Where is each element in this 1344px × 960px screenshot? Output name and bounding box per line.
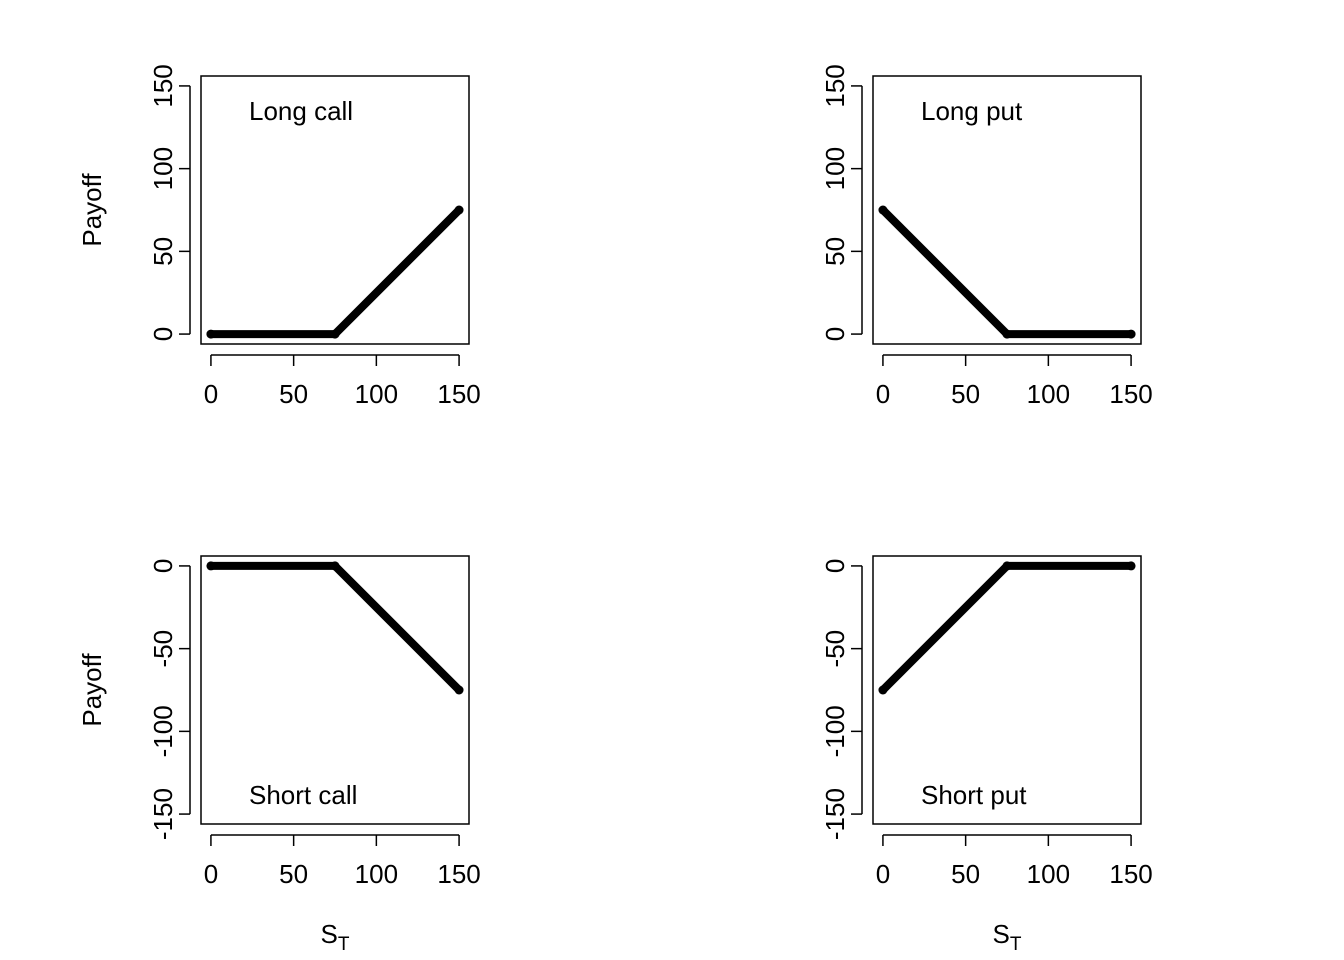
plot-frame xyxy=(872,75,1142,345)
x-tick-label: 0 xyxy=(204,379,218,409)
y-tick-label: 0 xyxy=(148,559,178,573)
plot-frame xyxy=(200,555,470,825)
payoff-point xyxy=(454,205,464,215)
payoff-point xyxy=(206,329,216,339)
x-tick-label: 50 xyxy=(951,859,980,889)
y-tick-label: 100 xyxy=(148,147,178,190)
x-tick-label: 100 xyxy=(1027,859,1070,889)
plot-frame xyxy=(872,555,1142,825)
x-tick-label: 50 xyxy=(951,379,980,409)
panel-2: 0 50 100 150 0 50 100 150 Long put xyxy=(820,64,1153,409)
payoff-point xyxy=(1126,329,1136,339)
payoff-series-line xyxy=(878,561,1136,694)
y-tick-label: -50 xyxy=(148,630,178,668)
x-tick-label: 50 xyxy=(279,379,308,409)
x-tick-label: 150 xyxy=(1109,379,1152,409)
payoff-point xyxy=(878,685,888,695)
panel-1: 0 50 100 150 0 50 100 150 Payoff Long call xyxy=(77,64,481,409)
payoff-series-line xyxy=(206,206,464,339)
x-tick-label: 150 xyxy=(437,379,480,409)
panel-4: 0 50 100 150 -150 -100 -50 0 ST Short put xyxy=(820,555,1153,955)
y-tick-label: 0 xyxy=(820,559,850,573)
y-tick-label: 0 xyxy=(148,327,178,341)
panel-annotation: Short put xyxy=(921,780,1027,810)
payoff-point xyxy=(206,561,216,571)
x-tick-label: 0 xyxy=(876,379,890,409)
x-tick-label: 100 xyxy=(355,859,398,889)
payoff-point xyxy=(1126,561,1136,571)
panel-annotation: Long put xyxy=(921,96,1023,126)
x-tick-label: 100 xyxy=(1027,379,1070,409)
panel-3: 0 50 100 150 -150 -100 -50 0 Payoff ST Short call xyxy=(77,555,481,955)
plot-frame xyxy=(200,75,470,345)
x-tick-label: 0 xyxy=(204,859,218,889)
y-tick-label: -100 xyxy=(148,705,178,757)
y-tick-label: 150 xyxy=(820,64,850,107)
x-tick-label: 150 xyxy=(1109,859,1152,889)
payoff-point xyxy=(1002,561,1012,571)
y-tick-label: 50 xyxy=(820,237,850,266)
y-tick-label: -50 xyxy=(820,630,850,668)
y-axis-label: Payoff xyxy=(77,653,107,727)
panel-annotation: Long call xyxy=(249,96,353,126)
payoff-point xyxy=(330,561,340,571)
y-tick-label: 100 xyxy=(820,147,850,190)
payoff-series-line xyxy=(206,561,464,694)
x-tick-label: 150 xyxy=(437,859,480,889)
payoff-point xyxy=(1002,329,1012,339)
x-tick-label: 50 xyxy=(279,859,308,889)
payoff-point xyxy=(878,205,888,215)
x-tick-label: 0 xyxy=(876,859,890,889)
y-tick-label: -150 xyxy=(148,788,178,840)
payoff-point xyxy=(330,329,340,339)
y-tick-label: -100 xyxy=(820,705,850,757)
panel-annotation: Short call xyxy=(249,780,357,810)
y-tick-label: -150 xyxy=(820,788,850,840)
x-axis-label: ST xyxy=(321,919,350,955)
payoff-series-line xyxy=(878,206,1136,339)
y-tick-label: 0 xyxy=(820,327,850,341)
y-tick-label: 150 xyxy=(148,64,178,107)
y-axis-label: Payoff xyxy=(77,173,107,247)
payoff-point xyxy=(454,685,464,695)
x-tick-label: 100 xyxy=(355,379,398,409)
y-tick-label: 50 xyxy=(148,237,178,266)
x-axis-label: ST xyxy=(993,919,1022,955)
